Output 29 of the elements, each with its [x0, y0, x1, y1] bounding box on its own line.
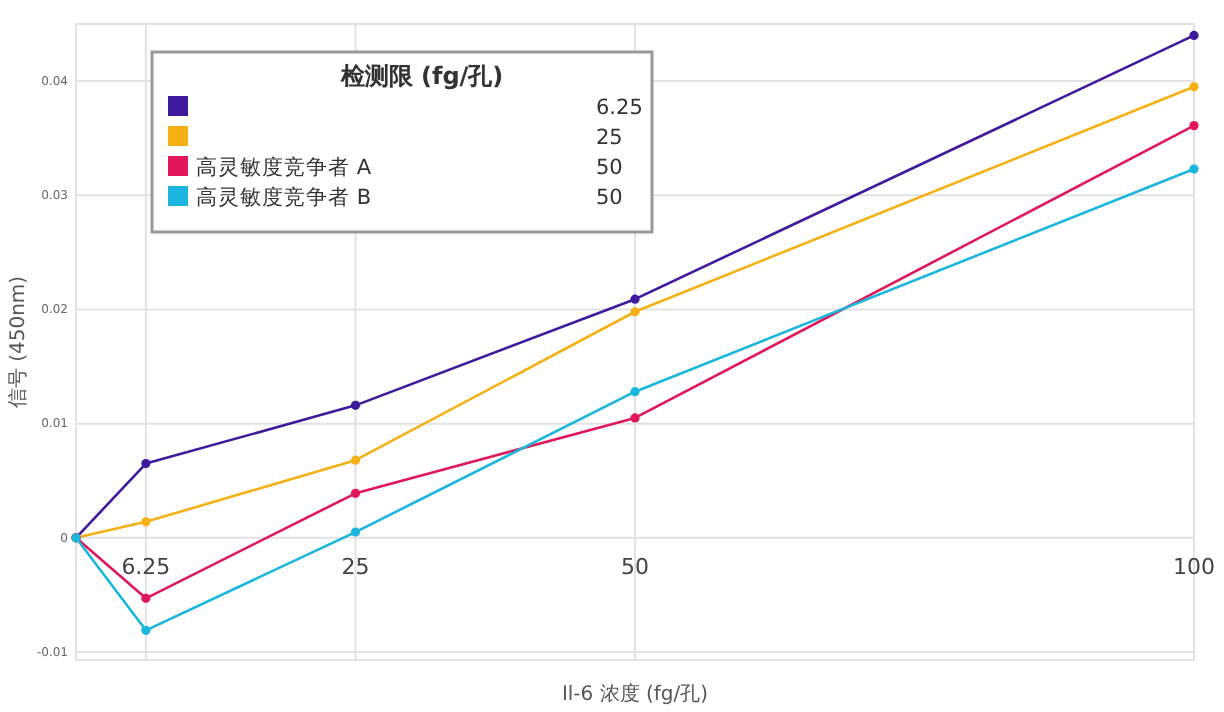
annotation: 6.25	[596, 96, 643, 120]
annotation: 50	[596, 186, 623, 210]
legend-label: 高灵敏度竞争者 B	[196, 184, 372, 210]
point	[350, 527, 361, 537]
point	[630, 307, 640, 317]
point	[141, 593, 151, 603]
annotation: 25	[596, 126, 623, 150]
point	[1189, 30, 1199, 41]
legend-title: 检测限 (fg/孔)	[338, 62, 504, 90]
legend-label: 高灵敏度竞争者 A	[196, 154, 373, 180]
x-tick-label: 100	[1173, 553, 1215, 580]
point	[630, 413, 640, 423]
point	[1189, 164, 1199, 174]
x-axis-title: Il-6 浓度 (fg/孔)	[561, 682, 709, 706]
x-tick-label: 25	[341, 553, 370, 580]
point	[141, 459, 151, 469]
x-tick-label: 6.25	[121, 553, 171, 580]
point	[350, 400, 361, 410]
y-axis-title: 信号 (450nm)	[6, 275, 30, 409]
point	[1189, 121, 1199, 131]
annotation: 50	[596, 156, 623, 180]
point	[630, 387, 640, 397]
point	[1189, 82, 1199, 92]
point	[350, 455, 361, 465]
point	[141, 625, 151, 635]
point	[350, 488, 361, 498]
point	[141, 517, 151, 527]
point	[630, 294, 640, 304]
x-tick-label: 50	[621, 553, 649, 580]
